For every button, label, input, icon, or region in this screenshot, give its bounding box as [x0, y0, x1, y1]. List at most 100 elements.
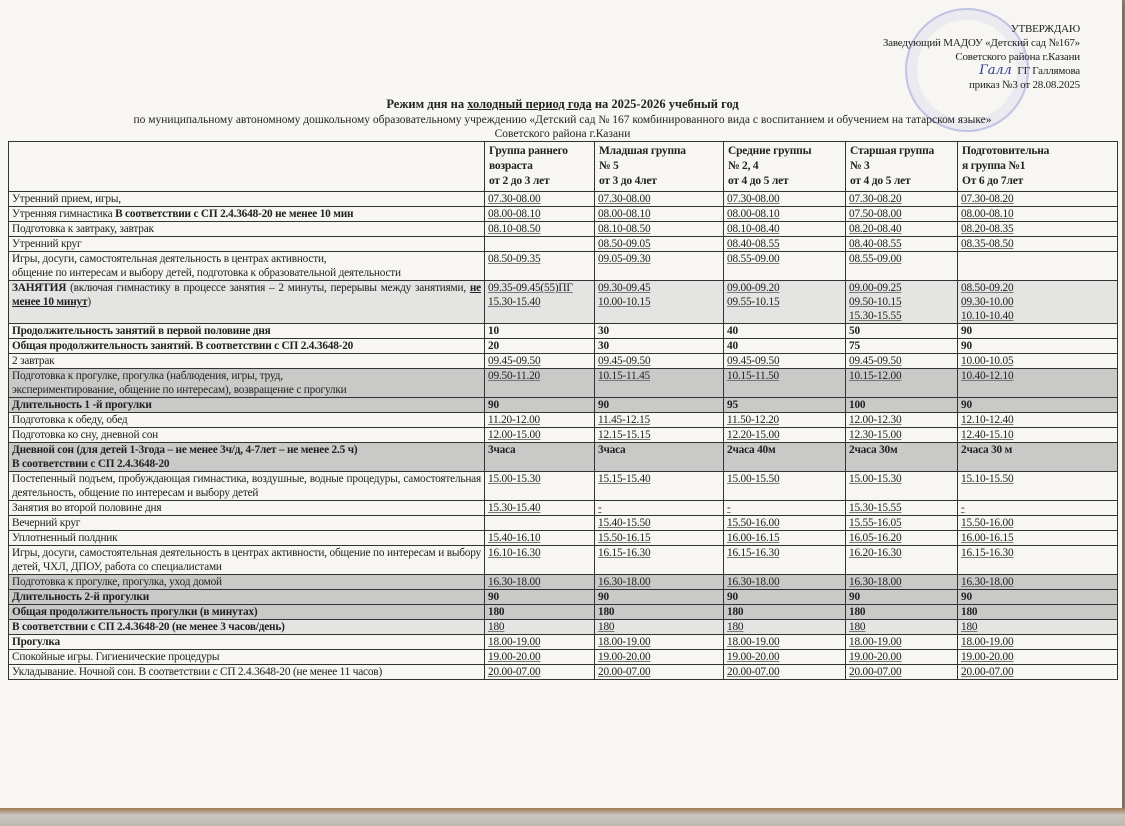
- time-value: 2часа 30 м: [961, 444, 1013, 456]
- time-value: -: [598, 502, 602, 514]
- time-value: 10.00-10.05: [961, 355, 1014, 367]
- time-cell: 20.00-07.00: [957, 664, 1118, 680]
- time-cell: 180: [484, 619, 595, 635]
- label-text: В соответствии с СП 2.4.3648-20 не менее…: [115, 208, 354, 220]
- time-cell: 19.00-20.00: [594, 649, 724, 665]
- time-value: 12.00-15.00: [488, 429, 541, 441]
- time-cell: 90: [957, 338, 1118, 354]
- time-cell: -: [723, 500, 846, 516]
- time-value: 95: [727, 399, 738, 411]
- time-cell: 07.30-08.00: [723, 191, 846, 207]
- time-cell: 19.00-20.00: [723, 649, 846, 665]
- table-row: Подготовка к обеду, обед 11.20-12.00 11.45…: [8, 412, 1118, 428]
- time-value: 15.50-16.00: [961, 517, 1014, 529]
- time-value: 12.00-12.30: [849, 414, 902, 426]
- approval-name: ГГ Галлямова: [1017, 65, 1080, 77]
- time-value: 08.20-08.40: [849, 223, 902, 235]
- time-cell: 18.00-19.00: [723, 634, 846, 650]
- time-cell: 90: [594, 397, 724, 413]
- time-cell: 90: [957, 323, 1118, 339]
- time-value: 2часа 30м: [849, 444, 898, 456]
- time-value: 16.15-16.30: [598, 547, 651, 559]
- time-value: 40: [727, 325, 738, 337]
- time-cell: 20.00-07.00: [594, 664, 724, 680]
- approval-block: УТВЕРЖДАЮ Заведующий МАДОУ «Детский сад …: [883, 22, 1080, 92]
- time-value: 10.00-10.15: [598, 296, 651, 308]
- time-value: 08.10-08.50: [488, 223, 541, 235]
- time-cell: 09.00-09.20 09.55-10.15: [723, 280, 846, 324]
- time-value: 16.30-18.00: [727, 576, 780, 588]
- time-value: 08.10-08.40: [727, 223, 780, 235]
- time-cell: 16.15-16.30: [957, 545, 1118, 575]
- time-value: 09.45-09.50: [727, 355, 780, 367]
- table-row: Утренний круг 08.50-09.05 08.40-08.55 08.40…: [8, 236, 1118, 252]
- table-row: Игры, досуги, самостоятельная деятельнос…: [8, 545, 1118, 575]
- column-header: Младшая группа № 5 от 3 до 4лет: [594, 141, 724, 192]
- label-text: не менее 10 минут: [12, 282, 481, 308]
- time-cell: 20: [484, 338, 595, 354]
- time-value: 180: [961, 606, 978, 618]
- label-text: Игры, досуги, самостоятельная деятельнос…: [12, 547, 481, 573]
- time-cell: 180: [723, 619, 846, 635]
- label-text: Подготовка к прогулке, прогулка (наблюде…: [12, 370, 347, 396]
- time-cell: 90: [957, 589, 1118, 605]
- label-text: Уплотненный полдник: [12, 532, 118, 544]
- table-row: Общая продолжительность занятий. В соотв…: [8, 338, 1118, 354]
- activity-label: Занятия во второй половине дня: [8, 500, 485, 516]
- time-cell: 15.30-15.40: [484, 500, 595, 516]
- column-header: Средние группы № 2, 4 от 4 до 5 лет: [723, 141, 846, 192]
- time-value: 10: [488, 325, 499, 337]
- time-cell: 15.55-16.05: [845, 515, 958, 531]
- district-name: Советского района г.Казани: [494, 128, 631, 140]
- time-value: 15.30-15.55: [849, 310, 902, 322]
- time-cell: 2часа 40м: [723, 442, 846, 472]
- time-value: 09.30-10.00: [961, 296, 1014, 308]
- time-cell: 12.00-12.30: [845, 412, 958, 428]
- time-value: 09.45-09.50: [598, 355, 651, 367]
- time-value: 12.40-15.10: [961, 429, 1014, 441]
- table-row: Утренний прием, игры, 07.30-08.00 07.30-08…: [8, 191, 1118, 207]
- time-value: 12.30-15.00: [849, 429, 902, 441]
- time-cell: 18.00-19.00: [594, 634, 724, 650]
- time-value: 08.40-08.55: [849, 238, 902, 250]
- time-cell: 08.00-08.10: [957, 206, 1118, 222]
- time-cell: 08.40-08.55: [723, 236, 846, 252]
- time-value: 08.50-09.20: [961, 282, 1014, 294]
- time-value: 180: [488, 606, 505, 618]
- time-value: 15.00-15.30: [488, 473, 541, 485]
- time-cell: 180: [957, 619, 1118, 635]
- time-value: 18.00-19.00: [488, 636, 541, 648]
- time-cell: 30: [594, 338, 724, 354]
- time-value: 2часа 40м: [727, 444, 776, 456]
- label-text: Длительность 1 -й прогулки: [12, 399, 152, 411]
- label-text: Подготовка к завтраку, завтрак: [12, 223, 154, 235]
- table-row: Вечерний круг 15.40-15.50 15.50-16.00 15.55…: [8, 515, 1118, 531]
- label-text: Вечерний круг: [12, 517, 81, 529]
- table-row: Спокойные игры. Гигиенические процедуры 1…: [8, 649, 1118, 665]
- time-value: 07.30-08.20: [849, 193, 902, 205]
- time-value: 19.00-20.00: [849, 651, 902, 663]
- activity-label: Общая продолжительность занятий. В соотв…: [8, 338, 485, 354]
- time-cell: 95: [723, 397, 846, 413]
- time-value: 16.20-16.30: [849, 547, 902, 559]
- time-cell: 30: [594, 323, 724, 339]
- time-cell: 180: [484, 604, 595, 620]
- time-value: 20.00-07.00: [849, 666, 902, 678]
- time-value: 90: [961, 340, 972, 352]
- label-text: Общая продолжительность прогулки (в мину…: [12, 606, 258, 618]
- time-value: 18.00-19.00: [849, 636, 902, 648]
- time-value: 75: [849, 340, 860, 352]
- label-text: Утренний прием, игры,: [12, 193, 121, 205]
- time-cell: 08.50-09.35: [484, 251, 595, 281]
- time-cell: 15.30-15.55: [845, 500, 958, 516]
- time-cell: 16.15-16.30: [594, 545, 724, 575]
- time-cell: 09.35-09.45(55)ПГ 15.30-15.40: [484, 280, 595, 324]
- time-cell: 07.30-08.00: [594, 191, 724, 207]
- time-cell: 08.35-08.50: [957, 236, 1118, 252]
- time-value: 18.00-19.00: [727, 636, 780, 648]
- time-cell: 07.50-08.00: [845, 206, 958, 222]
- table-row: В соответствии с СП 2.4.3648-20 (не мене…: [8, 619, 1118, 635]
- activity-label: Продолжительность занятий в первой полов…: [8, 323, 485, 339]
- time-value: 20.00-07.00: [598, 666, 651, 678]
- time-value: 16.30-18.00: [961, 576, 1014, 588]
